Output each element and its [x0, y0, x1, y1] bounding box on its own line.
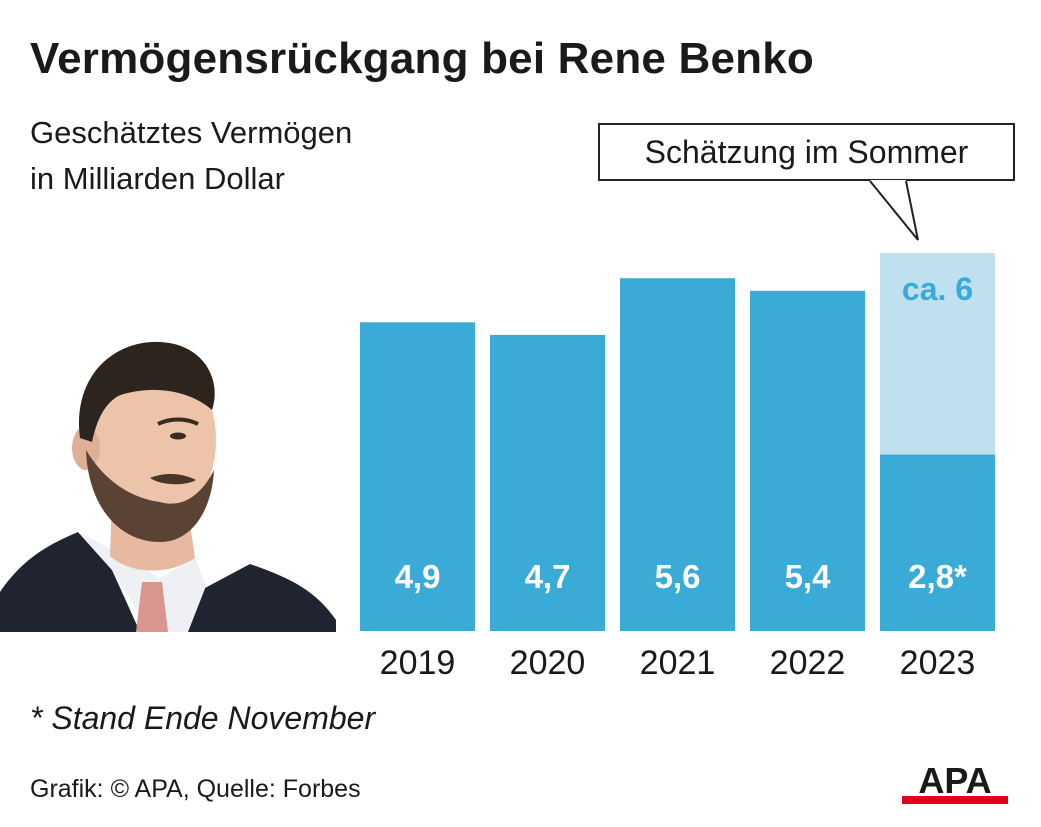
estimate-label-2023: ca. 6 — [902, 271, 973, 307]
chart-subtitle: Geschätztes Vermögen in Milliarden Dolla… — [30, 110, 352, 202]
bar-2020 — [490, 334, 605, 631]
x-tick-2021: 2021 — [640, 644, 716, 682]
value-label-2023: 2,8* — [908, 558, 967, 595]
bar-2023 — [880, 454, 995, 631]
value-label-2022: 5,4 — [785, 558, 832, 595]
estimate-callout: Schätzung im Sommer — [598, 123, 1015, 181]
value-label-2020: 4,7 — [525, 558, 571, 595]
bars-layer — [360, 253, 995, 631]
subtitle-line-1: Geschätztes Vermögen — [30, 115, 353, 150]
value-label-2021: 5,6 — [655, 558, 701, 595]
x-tick-2022: 2022 — [770, 644, 846, 682]
apa-logo-stripe — [902, 796, 1008, 804]
bar-2021 — [620, 278, 735, 631]
x-tick-2023: 2023 — [900, 644, 976, 682]
value-label-2019: 4,9 — [395, 558, 441, 595]
bar-2022 — [750, 290, 865, 631]
x-tick-2019: 2019 — [380, 644, 456, 682]
apa-logo: APA — [902, 762, 1008, 804]
bar-2019 — [360, 322, 475, 631]
apa-logo-text: APA — [918, 762, 991, 801]
portrait-photo — [0, 341, 336, 632]
source-credit: Grafik: © APA, Quelle: Forbes — [30, 775, 361, 803]
x-tick-2020: 2020 — [510, 644, 586, 682]
footnote: * Stand Ende November — [30, 700, 376, 736]
labels-layer: 4,9 2019 4,7 2020 5,6 2021 5,4 2022 ca. 6 2,8* 202… — [380, 271, 976, 682]
subtitle-line-2: in Milliarden Dollar — [30, 161, 285, 196]
chart-title: Vermögensrückgang bei Rene Benko — [30, 34, 814, 83]
